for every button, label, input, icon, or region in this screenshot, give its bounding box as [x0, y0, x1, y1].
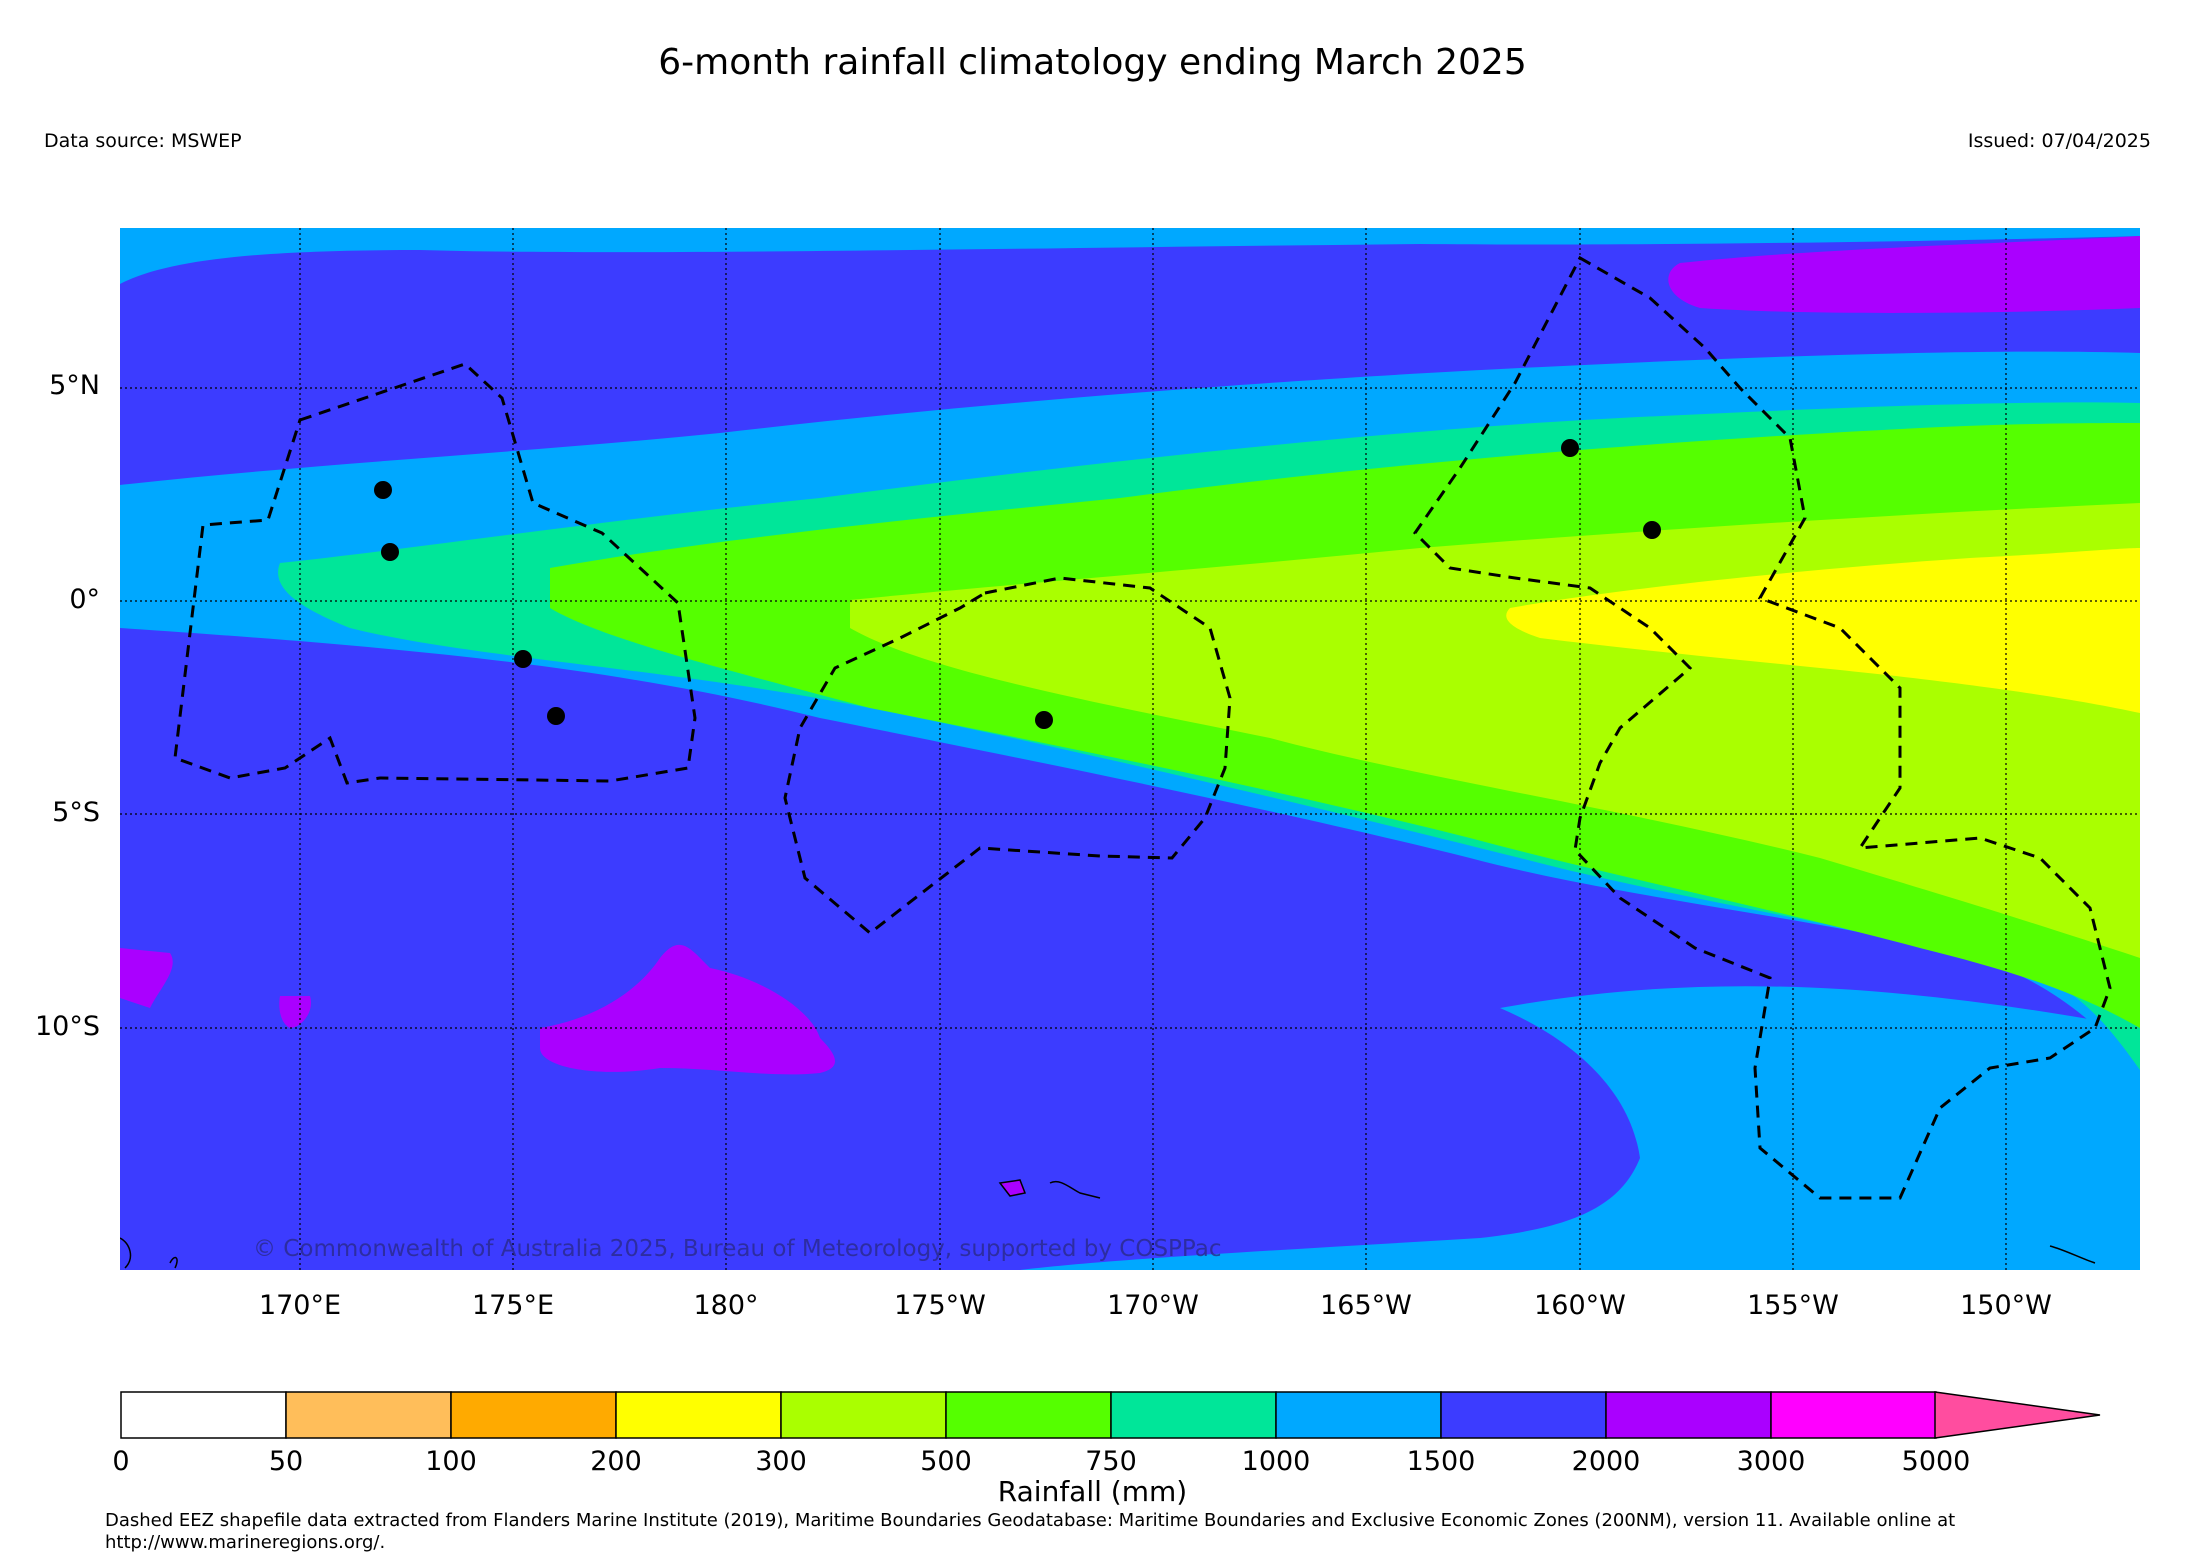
colorbar-cell — [1770, 1391, 1937, 1439]
colorbar-tick-label: 5000 — [1901, 1446, 1971, 1477]
colorbar-cell — [780, 1391, 947, 1439]
colorbar-cell — [1275, 1391, 1442, 1439]
band-north-1000-1500 — [120, 228, 2140, 284]
map-title: 6-month rainfall climatology ending Marc… — [658, 42, 1527, 83]
colorbar-cell — [450, 1391, 617, 1439]
island-markers — [374, 439, 1661, 729]
samoa-island — [998, 1179, 1027, 1197]
colorbar-cell — [1440, 1391, 1607, 1439]
colorbar-tick-label: 750 — [1085, 1446, 1137, 1477]
island-dot — [1035, 711, 1053, 729]
colorbar-tick-label: 1000 — [1241, 1446, 1311, 1477]
island-dot — [547, 707, 565, 725]
rainfall-map — [120, 228, 2140, 1270]
colorbar-tick-label: 2000 — [1571, 1446, 1641, 1477]
colorbar-cells — [120, 1391, 1937, 1439]
coastline — [2049, 1245, 2096, 1264]
eez-kiribati-phoenix — [783, 576, 1232, 935]
colorbar-cell — [945, 1391, 1112, 1439]
colorbar-tick-label: 3000 — [1736, 1446, 1806, 1477]
lon-label: 150°W — [1960, 1290, 2052, 1321]
colorbar-cell — [285, 1391, 452, 1439]
coastline — [169, 1256, 178, 1269]
band-2000-3000-west — [120, 948, 173, 1008]
issued-date-label: Issued: 07/04/2025 — [1967, 130, 2151, 152]
lat-label-10s: 10°S — [35, 1011, 100, 1042]
graticule — [120, 228, 2140, 1270]
lon-label: 175°W — [894, 1290, 986, 1321]
lon-label: 170°E — [258, 1290, 342, 1321]
colorbar-cell — [120, 1391, 287, 1439]
copyright-notice: © Commonwealth of Australia 2025, Bureau… — [253, 1236, 1222, 1262]
data-credit: Dashed EEZ shapefile data extracted from… — [105, 1510, 1956, 1553]
lon-label: 175°E — [471, 1290, 555, 1321]
colorbar-tick-label: 1500 — [1406, 1446, 1476, 1477]
colorbar-extend-arrow — [1934, 1391, 2101, 1439]
colorbar-tick-label: 500 — [920, 1446, 972, 1477]
coastlines — [120, 1181, 2096, 1269]
band-2000-3000-south — [540, 944, 835, 1075]
eez-boundaries — [173, 255, 2112, 1200]
band-2000-3000-small — [279, 996, 311, 1028]
lon-label: 180° — [693, 1290, 759, 1321]
island-dot — [381, 543, 399, 561]
island-dot — [1561, 439, 1579, 457]
colorbar-tick-label: 200 — [590, 1446, 642, 1477]
colorbar-cell — [1110, 1391, 1277, 1439]
coastline — [120, 1237, 132, 1269]
colorbar-tick-label: 300 — [755, 1446, 807, 1477]
colorbar-label: Rainfall (mm) — [997, 1475, 1188, 1508]
colorbar-cell — [1605, 1391, 1772, 1439]
data-source-label: Data source: MSWEP — [44, 130, 242, 152]
island-dot — [374, 481, 392, 499]
band-200-300 — [1506, 548, 2140, 713]
eez-kiribati-line — [1413, 255, 2112, 1200]
colorbar — [120, 1391, 2101, 1439]
lon-label: 160°W — [1534, 1290, 1626, 1321]
lon-label: 170°W — [1107, 1290, 1199, 1321]
colorbar-tick-label: 50 — [268, 1446, 304, 1477]
band-2000-3000-north — [1668, 236, 2140, 313]
coastline — [1049, 1181, 1101, 1199]
lon-label: 165°W — [1320, 1290, 1412, 1321]
lat-label-0: 0° — [69, 584, 100, 615]
island-dot — [514, 650, 532, 668]
lat-label-5s: 5°S — [52, 797, 100, 828]
colorbar-tick-label: 100 — [425, 1446, 477, 1477]
colorbar-cell — [615, 1391, 782, 1439]
lon-label: 155°W — [1747, 1290, 1839, 1321]
colorbar-tick-label: 0 — [112, 1446, 130, 1477]
lat-label-5n: 5°N — [49, 370, 100, 401]
island-dot — [1643, 521, 1661, 539]
